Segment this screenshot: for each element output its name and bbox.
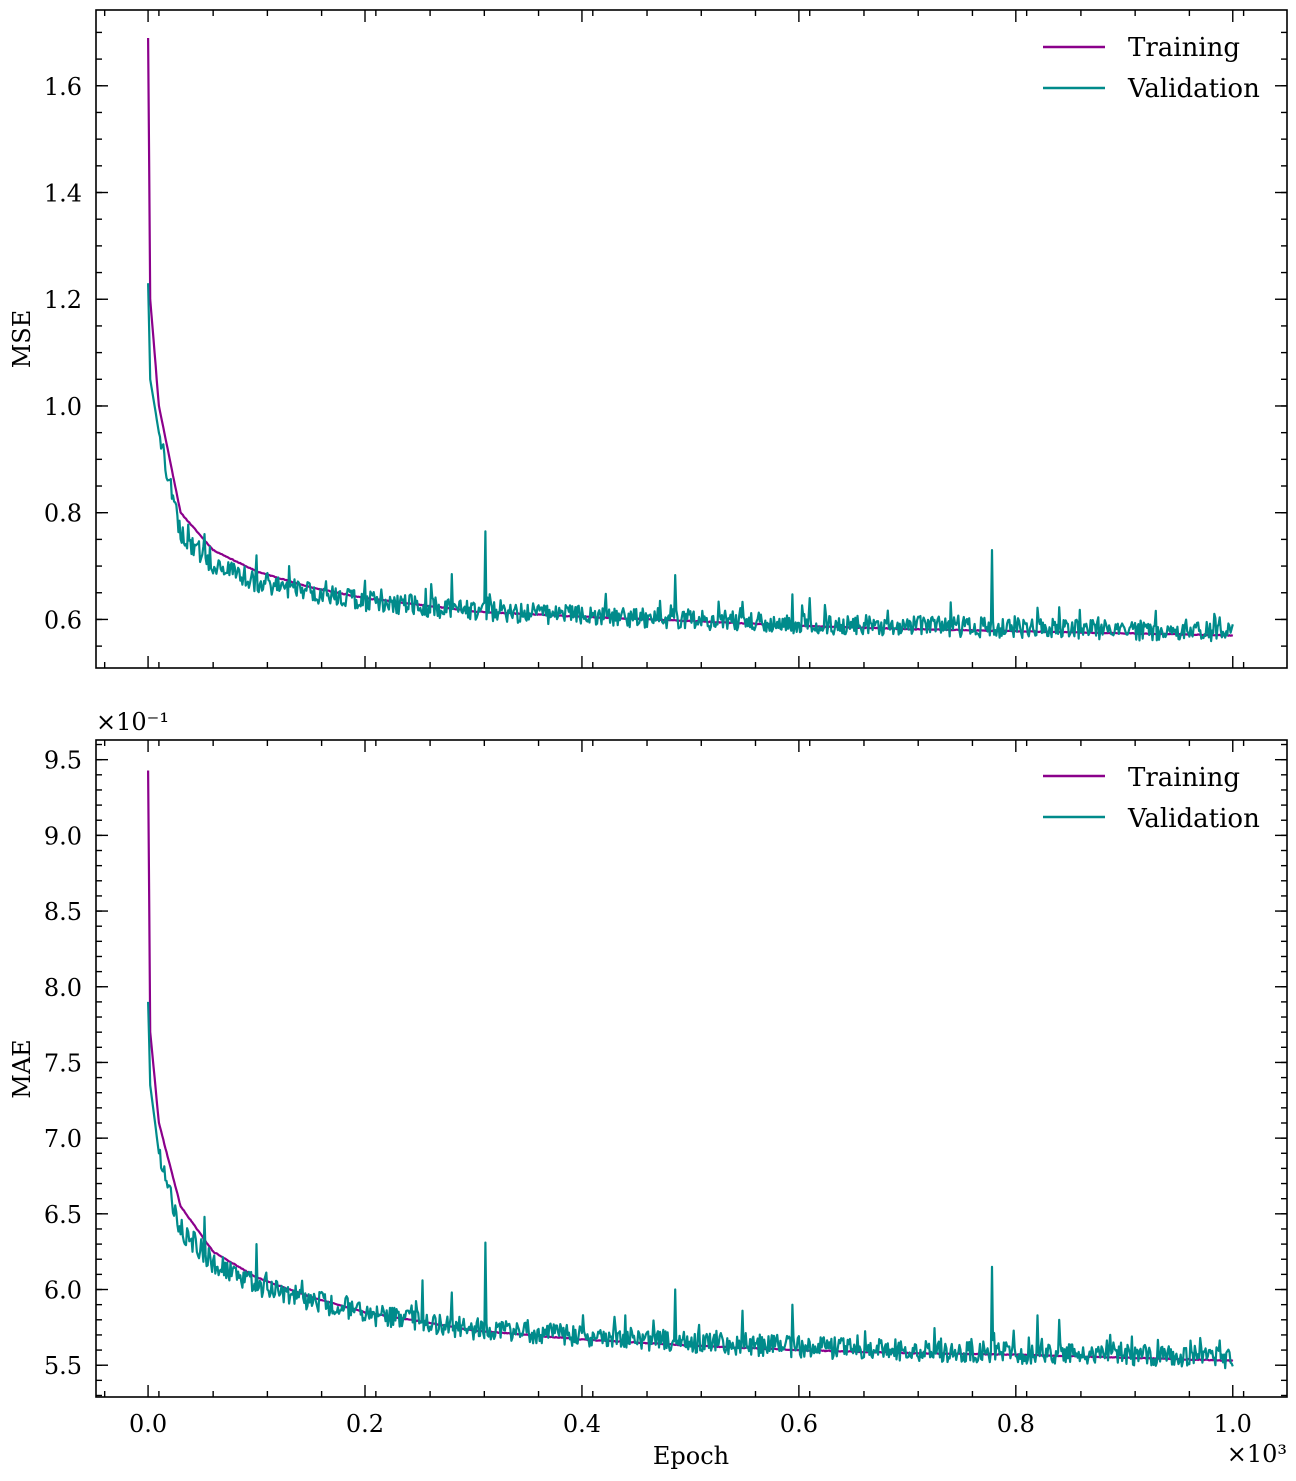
y-multiplier-label: ×10⁻¹: [96, 708, 169, 736]
y-tick-label: 0.8: [44, 500, 82, 528]
mae-ticks: [96, 740, 1287, 1397]
mse-y-axis-label: MSE: [8, 310, 36, 369]
x-tick-label: 0.4: [563, 1410, 601, 1438]
y-tick-label: 7.5: [44, 1049, 82, 1077]
mae-panel: 5.5 6.0 6.5 7.0 7.5 8.0 8.5 9.0 9.5 0.0 0.2 0.4 0.6…: [8, 708, 1288, 1470]
y-tick-label: 1.4: [44, 180, 82, 208]
x-axis-label: Epoch: [653, 1442, 729, 1470]
legend-validation-label: Validation: [1127, 804, 1260, 834]
y-tick-label: 8.5: [44, 898, 82, 926]
mae-plot-frame: [95, 739, 1288, 1398]
y-tick-label: 6.5: [44, 1201, 82, 1229]
mse-panel: 0.6 0.8 1.0 1.2 1.4 1.6 MSE Training Validati…: [8, 9, 1288, 669]
mse-y-tick-labels: 0.6 0.8 1.0 1.2 1.4 1.6: [44, 73, 82, 635]
series-line-training: [147, 770, 1234, 1363]
y-tick-label: 7.0: [44, 1125, 82, 1153]
x-tick-label: 0.8: [997, 1410, 1035, 1438]
y-tick-label: 8.0: [44, 974, 82, 1002]
series-line-validation: [147, 1001, 1234, 1370]
series-line-training: [147, 37, 1234, 637]
x-scale-label: ×10³: [1227, 1440, 1287, 1468]
mae-y-tick-labels: 5.5 6.0 6.5 7.0 7.5 8.0 8.5 9.0 9.5: [44, 747, 82, 1381]
mae-series: [147, 770, 1234, 1370]
series-line-validation: [147, 283, 1234, 643]
legend-training-label: Training: [1128, 763, 1240, 793]
legend-validation-label: Validation: [1127, 74, 1260, 104]
y-tick-label: 6.0: [44, 1277, 82, 1305]
mse-plot-frame: [95, 9, 1288, 669]
x-tick-label: 0.2: [346, 1410, 384, 1438]
mae-legend: Training Validation: [1043, 763, 1260, 834]
x-tick-label: 0.6: [780, 1410, 818, 1438]
y-tick-label: 9.0: [44, 822, 82, 850]
mse-ticks: [96, 10, 1287, 668]
mse-legend: Training Validation: [1043, 33, 1260, 104]
y-tick-label: 1.6: [44, 73, 82, 101]
mse-series: [147, 37, 1234, 643]
y-tick-label: 9.5: [44, 747, 82, 775]
legend-training-label: Training: [1128, 33, 1240, 63]
x-tick-label: 1.0: [1214, 1410, 1252, 1438]
y-tick-label: 5.5: [44, 1352, 82, 1380]
y-tick-label: 0.6: [44, 606, 82, 634]
x-tick-labels: 0.0 0.2 0.4 0.6 0.8 1.0: [129, 1410, 1252, 1438]
x-tick-label: 0.0: [129, 1410, 167, 1438]
y-tick-label: 1.0: [44, 393, 82, 421]
y-tick-label: 1.2: [44, 286, 82, 314]
mae-y-axis-label: MAE: [8, 1039, 36, 1098]
